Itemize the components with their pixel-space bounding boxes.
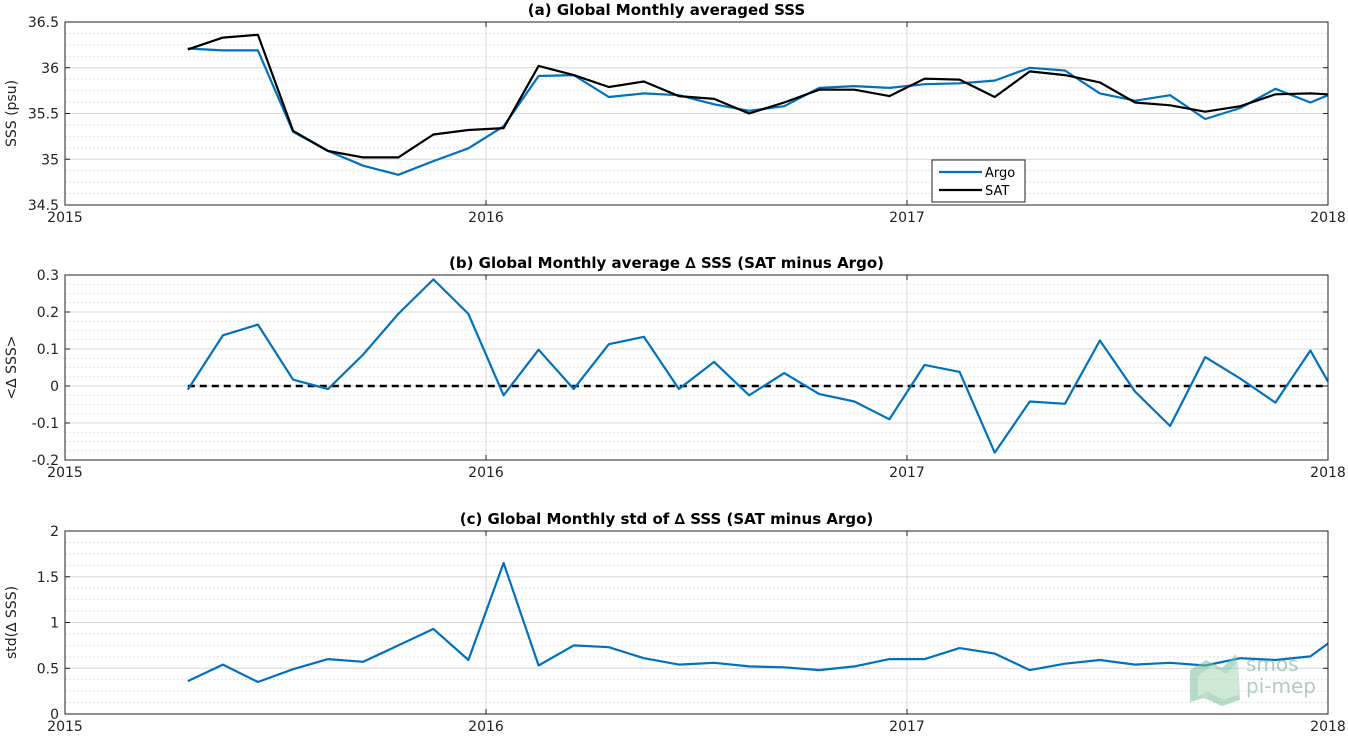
y-tick-label: 0.2 xyxy=(37,305,59,321)
logo-wave-shape-2 xyxy=(1198,662,1240,700)
legend-box xyxy=(931,159,1026,203)
y-tick-label: -0.2 xyxy=(32,453,59,469)
y-axis-label: std(∆ SSS) xyxy=(4,586,20,659)
y-tick-label: 36.5 xyxy=(28,15,59,31)
x-tick-label: 2016 xyxy=(468,465,504,481)
y-tick-label: 1 xyxy=(50,616,59,632)
smos-pimep-logo: smos pi-mep xyxy=(1190,652,1316,706)
x-tick-label: 2015 xyxy=(47,210,83,226)
y-tick-label: 35 xyxy=(41,152,59,168)
x-tick-label: 2017 xyxy=(889,465,925,481)
chart-title: (a) Global Monthly averaged SSS xyxy=(528,1,805,19)
x-tick-label: 2017 xyxy=(889,719,925,735)
y-tick-label: 0 xyxy=(50,379,59,395)
legend: Argo SAT xyxy=(931,159,1026,203)
x-tick-label: 2016 xyxy=(468,210,504,226)
series-line-sat xyxy=(187,33,1329,159)
panel-3: 2015 2016 2017 2018 0 0.5 1 1.5 2 (c) Global Mont… xyxy=(4,510,1346,735)
x-tick-label: 2015 xyxy=(47,719,83,735)
logo-text-pimep: pi-mep xyxy=(1246,674,1316,698)
chart-title: (b) Global Monthly average ∆ SSS (SAT mi… xyxy=(449,254,884,272)
x-tick-label: 2015 xyxy=(47,465,83,481)
chart-panels: 2015 2016 2017 2018 34.5 35 35.5 36 36.5 (a) Glob… xyxy=(4,1,1346,735)
chart-title: (c) Global Monthly std of ∆ SSS (SAT min… xyxy=(460,510,874,528)
x-tick-label: 2017 xyxy=(889,210,925,226)
plot-frame xyxy=(64,274,1329,461)
x-tick-label: 2016 xyxy=(468,719,504,735)
y-tick-label: 35.5 xyxy=(28,107,59,123)
y-tick-label: 1.5 xyxy=(37,570,59,586)
y-tick-label: 36 xyxy=(41,61,59,77)
series-line-1 xyxy=(186,278,1329,454)
logo-text-smos: smos xyxy=(1246,652,1299,676)
panel-1: 2015 2016 2017 2018 34.5 35 35.5 36 36.5 (a) Glob… xyxy=(4,1,1346,226)
panel-2: 2015 2016 2017 2018 -0.2 -0.1 0 0.1 0.2 0.3 (b) Gl… xyxy=(4,254,1346,481)
legend-label-sat: SAT xyxy=(985,184,1009,199)
x-tick-label: 2018 xyxy=(1310,719,1346,735)
y-tick-label: 0 xyxy=(50,707,59,723)
x-tick-label: 2018 xyxy=(1310,465,1346,481)
y-tick-label: 0.1 xyxy=(37,342,59,358)
y-tick-label: 0.3 xyxy=(37,268,59,284)
series-line-1 xyxy=(187,561,1329,684)
y-tick-label: 0.5 xyxy=(37,661,59,677)
y-tick-label: 2 xyxy=(50,524,59,540)
y-tick-label: -0.1 xyxy=(32,416,59,432)
legend-label-argo: Argo xyxy=(985,166,1015,181)
x-tick-label: 2018 xyxy=(1310,210,1346,226)
y-axis-label: SSS (psu) xyxy=(4,80,20,147)
y-tick-label: 34.5 xyxy=(28,198,59,214)
y-axis-label: <∆ SSS> xyxy=(4,336,20,400)
